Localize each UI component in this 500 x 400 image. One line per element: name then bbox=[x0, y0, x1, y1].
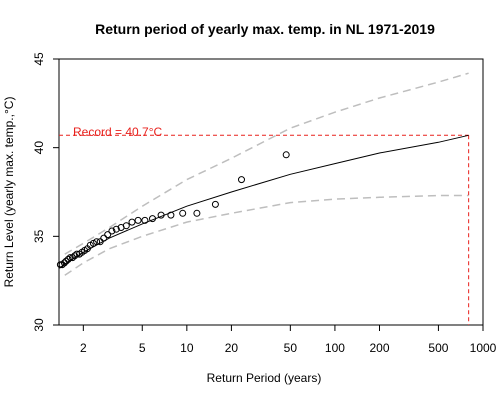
fitted-curve bbox=[58, 134, 469, 269]
data-point bbox=[64, 255, 72, 263]
x-tick-label: 10 bbox=[180, 341, 194, 355]
data-point bbox=[69, 254, 76, 262]
plot-frame bbox=[58, 58, 484, 326]
fit-line bbox=[58, 134, 469, 269]
data-point bbox=[149, 215, 156, 223]
x-axis-label: Return Period (years) bbox=[207, 371, 322, 385]
data-point bbox=[71, 252, 79, 260]
data-point bbox=[62, 257, 70, 265]
data-point bbox=[167, 211, 175, 219]
x-tick-label: 100 bbox=[325, 341, 345, 355]
x-tick-label: 500 bbox=[428, 341, 448, 355]
x-tick-label: 2 bbox=[80, 341, 87, 355]
confidence-interval bbox=[64, 72, 469, 276]
x-tick-label: 1000 bbox=[470, 341, 497, 355]
data-point bbox=[134, 216, 142, 224]
data-point bbox=[108, 227, 116, 235]
y-tick-label: 45 bbox=[32, 52, 46, 66]
data-point bbox=[112, 225, 120, 233]
data-point bbox=[96, 238, 104, 246]
y-tick-label: 40 bbox=[32, 141, 46, 155]
data-point bbox=[100, 234, 108, 242]
data-point bbox=[93, 238, 101, 246]
record-guides bbox=[59, 134, 470, 325]
data-point bbox=[58, 261, 66, 269]
ci-upper-line bbox=[64, 72, 469, 255]
y-axis: 30 35 40 45 bbox=[32, 52, 59, 332]
data-point bbox=[193, 209, 201, 217]
x-axis: 2 5 10 20 50 100 200 500 1000 bbox=[80, 325, 497, 355]
y-tick-label: 35 bbox=[32, 229, 46, 243]
data-point bbox=[60, 259, 68, 267]
record-annotation: Record = 40.7°C bbox=[73, 125, 163, 139]
data-point bbox=[122, 222, 130, 230]
x-tick-label: 200 bbox=[369, 341, 389, 355]
data-point bbox=[66, 254, 74, 262]
observed-points bbox=[56, 151, 290, 269]
data-point bbox=[128, 218, 136, 226]
data-point bbox=[157, 211, 165, 219]
x-tick-label: 5 bbox=[139, 341, 146, 355]
data-point bbox=[238, 176, 245, 184]
data-point bbox=[104, 231, 112, 239]
data-point bbox=[141, 216, 149, 224]
y-tick-label: 30 bbox=[32, 318, 46, 332]
chart-title: Return period of yearly max. temp. in NL… bbox=[95, 21, 435, 37]
data-point bbox=[179, 209, 187, 217]
x-tick-label: 20 bbox=[225, 341, 239, 355]
ci-lower-line bbox=[64, 194, 469, 276]
data-point bbox=[211, 200, 219, 208]
x-tick-label: 50 bbox=[284, 341, 298, 355]
data-point bbox=[282, 151, 290, 159]
y-axis-label: Return Level (yearly max. temp.,°C) bbox=[2, 97, 16, 288]
